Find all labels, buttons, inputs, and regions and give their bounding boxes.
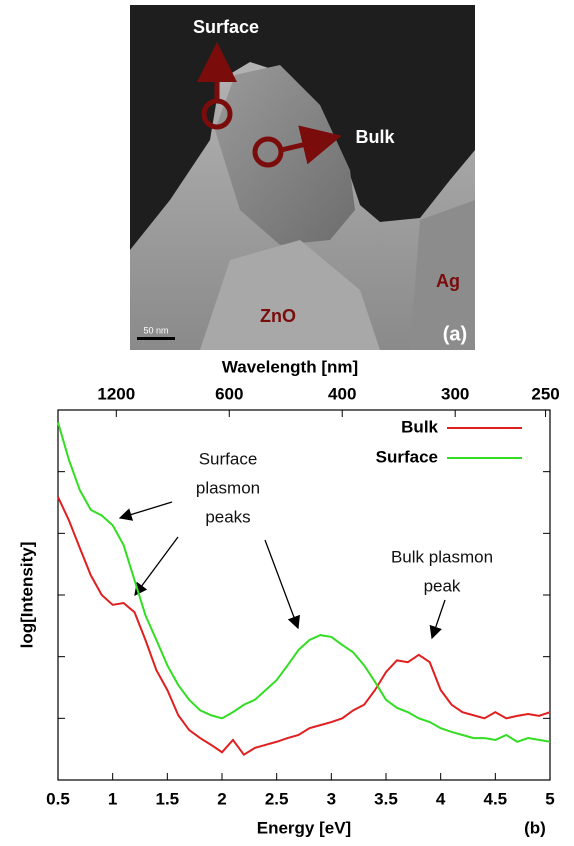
image-label: Ag [436, 271, 460, 291]
legend-label: Bulk [401, 417, 438, 436]
x-tick-label: 2.5 [265, 789, 289, 808]
annotation: peak [424, 576, 461, 595]
image-label: ZnO [260, 306, 296, 326]
x-tick-label: 4.5 [484, 789, 508, 808]
x-tick-label: 1.5 [156, 789, 180, 808]
x-tick-label: 3 [327, 789, 336, 808]
image-label: Surface [193, 17, 259, 37]
x-tick-label: 0.5 [46, 789, 70, 808]
x-tick-label: 5 [545, 789, 554, 808]
image-label: Bulk [355, 127, 395, 147]
x-tick-label: 1 [108, 789, 117, 808]
plot-frame [57, 409, 551, 781]
series-line [57, 496, 551, 757]
x2-tick-label: 300 [441, 384, 469, 403]
annotation: peaks [205, 507, 250, 526]
micrograph [130, 5, 475, 350]
annotation-arrows [118, 501, 446, 640]
y-axis-title: log[Intensity] [17, 542, 36, 649]
legend-label: Surface [376, 447, 438, 466]
x2-tick-label: 400 [328, 384, 356, 403]
annotation: Bulk plasmon [391, 547, 493, 566]
x2-tick-label: 250 [531, 384, 559, 403]
series-line [57, 422, 551, 743]
x-axis-title: Energy [eV] [257, 818, 351, 837]
annotation: Surface [199, 449, 258, 468]
annotation: plasmon [196, 478, 260, 497]
arrows-image [197, 42, 342, 168]
x-tick-label: 4 [436, 789, 446, 808]
x-tick-label: 3.5 [374, 789, 398, 808]
x2-axis-title: Wavelength [nm] [222, 357, 358, 376]
scale-bar-label: 50 nm [143, 325, 168, 335]
x2-tick-label: 1200 [97, 384, 135, 403]
panel-label: (a) [443, 323, 467, 345]
panel-label: (b) [524, 818, 546, 837]
x2-tick-label: 600 [215, 384, 243, 403]
x-tick-label: 2 [217, 789, 226, 808]
